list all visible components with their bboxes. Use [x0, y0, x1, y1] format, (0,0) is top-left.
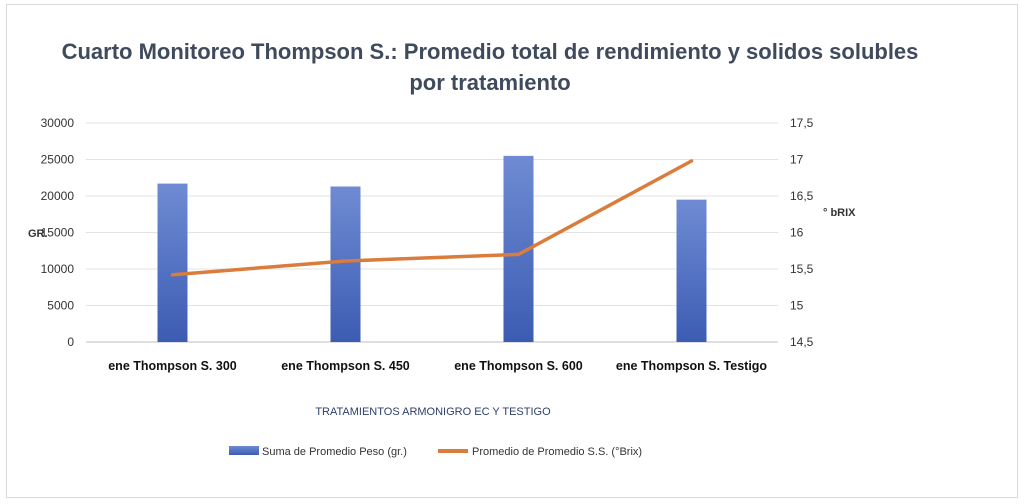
x-tick-label: ene Thompson S. Testigo: [616, 359, 768, 373]
legend-swatch-bars: [229, 446, 259, 455]
y2-tick-label: 15,5: [790, 262, 814, 276]
legend-label-bars: Suma de Promedio Peso (gr.): [262, 446, 407, 458]
y-tick-label: 25000: [41, 153, 75, 167]
y2-axis-title: ° bRIX: [823, 207, 856, 219]
y2-tick-label: 17,5: [790, 116, 814, 130]
y-tick-label: 0: [67, 335, 74, 349]
legend: Suma de Promedio Peso (gr.) Promedio de …: [229, 446, 642, 458]
y2-tick-label: 16,5: [790, 189, 814, 203]
y-tick-label: 20000: [41, 189, 75, 203]
x-tick-label: ene Thompson S. 600: [454, 359, 583, 373]
y-tick-label: 15000: [41, 226, 75, 240]
series-line: [170, 159, 694, 277]
x-tick-label: ene Thompson S. 450: [281, 359, 410, 373]
y-axis-title: GR.: [28, 228, 48, 240]
x-tick-label: ene Thompson S. 300: [108, 359, 237, 373]
bar: [676, 199, 707, 342]
legend-label-line: Promedio de Promedio S.S. (°Brix): [472, 446, 642, 458]
y2-tick-label: 15: [790, 299, 804, 313]
x-axis-title: TRATAMIENTOS ARMONIGRO EC Y TESTIGO: [315, 406, 551, 418]
bar: [330, 186, 361, 342]
chart-title: Cuarto Monitoreo Thompson S.: Promedio t…: [61, 39, 919, 95]
bar: [157, 183, 188, 342]
y2-tick-label: 16: [790, 226, 804, 240]
y-tick-label: 30000: [41, 116, 75, 130]
y2-tick-label: 14,5: [790, 335, 814, 349]
y-tick-label: 5000: [47, 299, 74, 313]
y-tick-label: 10000: [41, 262, 75, 276]
y2-tick-label: 17: [790, 153, 804, 167]
